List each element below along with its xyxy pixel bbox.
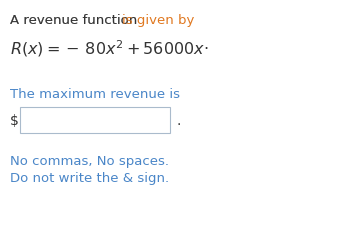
Text: A revenue function: A revenue function [10,14,141,27]
Text: Do not write the & sign.: Do not write the & sign. [10,171,169,184]
Text: $R(x) = -\,80x^2+56000x{\cdot}$: $R(x) = -\,80x^2+56000x{\cdot}$ [10,38,209,58]
Text: is given by: is given by [122,14,194,27]
Text: No commas, No spaces.: No commas, No spaces. [10,154,169,167]
Text: $: $ [10,114,19,128]
FancyBboxPatch shape [20,108,170,134]
Text: The maximum revenue is: The maximum revenue is [10,88,180,101]
Text: .: . [176,114,180,128]
Text: A revenue function is given by: A revenue function is given by [10,14,214,27]
Text: A revenue function: A revenue function [10,14,141,27]
